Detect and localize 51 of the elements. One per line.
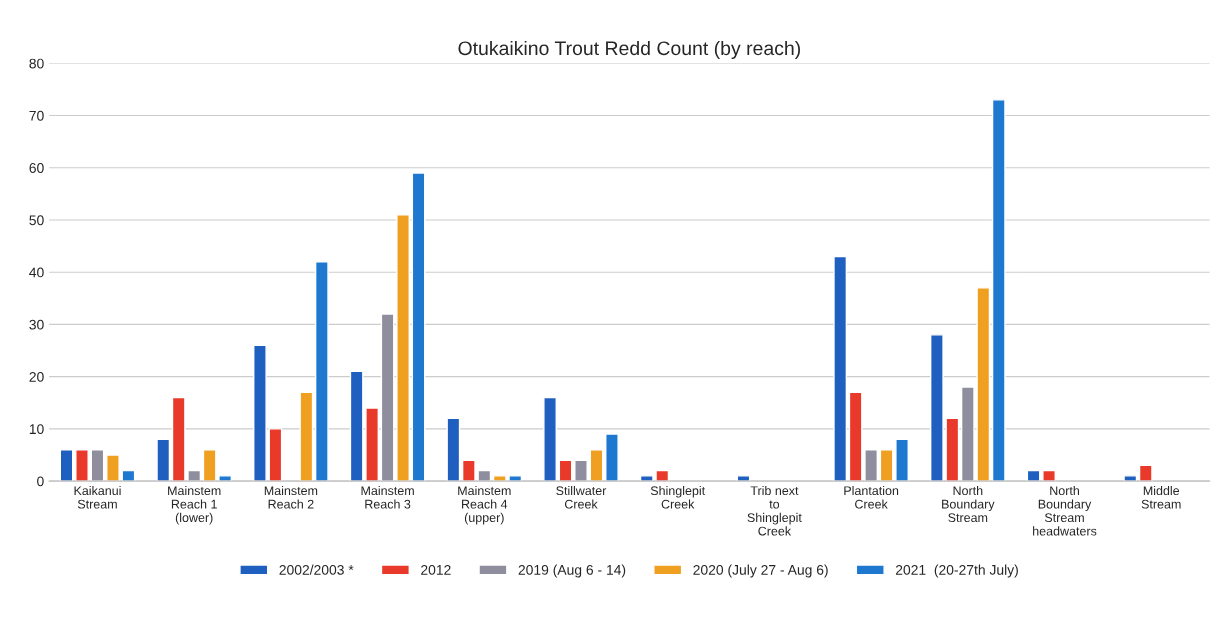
bar <box>411 172 426 482</box>
bar <box>543 396 557 482</box>
y-tick-label: 50 <box>29 215 44 226</box>
legend-label: 2021 (20-27th July) <box>895 564 1018 578</box>
chart-title: Otukaikino Trout Redd Count (by reach) <box>458 40 800 59</box>
legend-label: 2012 <box>421 564 451 575</box>
bar <box>833 255 848 482</box>
bar <box>314 261 329 482</box>
bar <box>558 459 573 482</box>
bar <box>396 214 410 482</box>
legend-label: 2019 (Aug 6 - 14) <box>518 564 626 578</box>
bar <box>1042 469 1056 482</box>
x-tick-label: Mainstem Reach 2 <box>264 485 318 509</box>
bar <box>991 99 1006 482</box>
bar <box>574 459 588 482</box>
bar <box>605 433 619 482</box>
bar <box>299 391 314 482</box>
bar <box>895 438 909 482</box>
bar <box>879 449 894 482</box>
x-tick-label: Mainstem Reach 3 <box>361 485 414 509</box>
y-tick-label: 70 <box>29 110 44 121</box>
legend-label: 2020 (July 27 - Aug 6) <box>693 564 828 578</box>
bar <box>268 428 283 482</box>
bar <box>75 449 89 482</box>
y-tick-label: 0 <box>37 476 44 487</box>
y-tick-label: 40 <box>29 267 44 278</box>
x-tick-label: Stillwater Creek <box>556 485 607 509</box>
x-tick-label: North Boundary Stream headwaters <box>1033 485 1097 536</box>
bar <box>446 417 461 482</box>
x-tick-label: Trib next to Shinglepit Creek <box>747 485 802 536</box>
y-tick-label: 80 <box>29 58 44 69</box>
bar <box>589 449 604 482</box>
x-tick-label: Mainstem Reach 4 (upper) <box>458 485 511 525</box>
y-tick-label: 10 <box>29 424 44 435</box>
y-tick-label: 30 <box>29 319 44 330</box>
bar <box>156 438 171 482</box>
x-tick-label: Middle Stream <box>1141 485 1181 509</box>
bar <box>90 449 105 482</box>
x-tick-label: Plantation Creek <box>844 485 899 509</box>
x-tick-label: Mainstem Reach 1 (lower) <box>168 485 221 525</box>
x-tick-label: Shinglepit Creek <box>650 485 706 509</box>
y-tick-label: 60 <box>29 163 44 173</box>
bar <box>106 454 120 482</box>
bar <box>380 313 395 482</box>
x-tick-label: Kaikanui Stream <box>74 485 121 509</box>
bar <box>253 344 267 482</box>
legend-label: 2002/2003 * <box>279 564 354 575</box>
x-tick-label: North Boundary Stream <box>942 485 995 523</box>
y-tick-label: 20 <box>29 371 44 382</box>
bar <box>1138 464 1153 482</box>
bar <box>59 449 74 482</box>
